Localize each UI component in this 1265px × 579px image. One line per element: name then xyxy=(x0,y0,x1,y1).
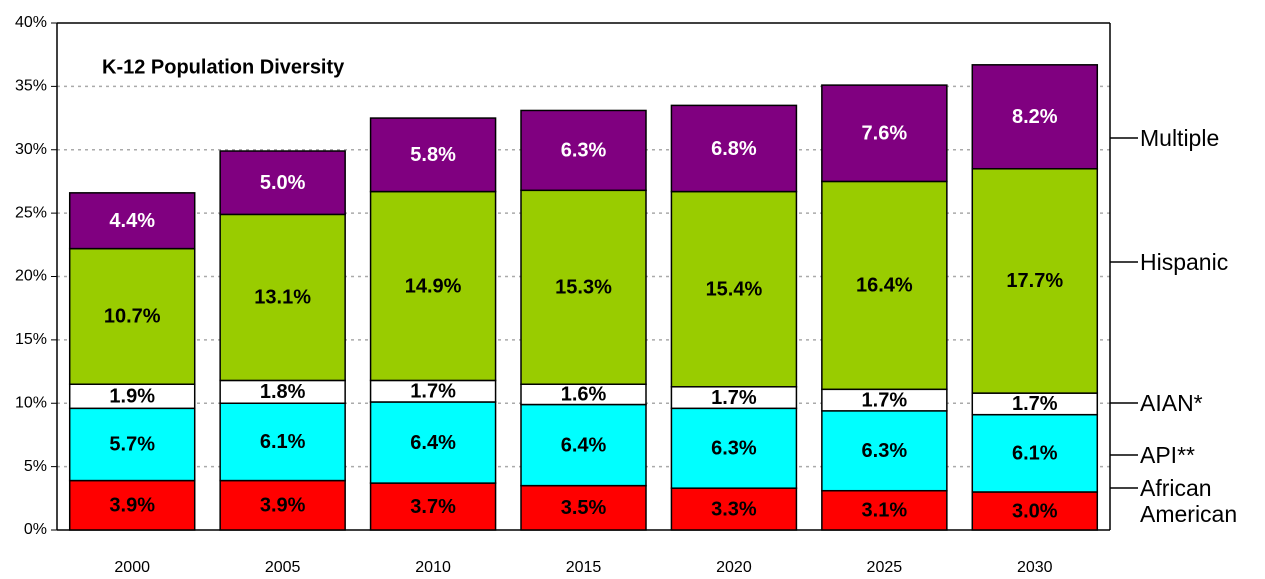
data-label: 6.3% xyxy=(561,140,607,162)
data-label: 1.7% xyxy=(410,380,456,402)
bar-segment xyxy=(219,402,346,482)
bar-segment xyxy=(670,487,798,531)
bar-segment xyxy=(219,213,346,382)
bar-segment xyxy=(68,192,196,250)
bar-segment xyxy=(971,413,1099,493)
data-label: 5.7% xyxy=(109,434,155,456)
bar-segment xyxy=(821,489,948,531)
data-label: 17.7% xyxy=(1006,270,1063,292)
y-tick-label: 0% xyxy=(24,521,47,538)
data-label: 5.0% xyxy=(260,172,306,194)
data-label: 3.0% xyxy=(1012,500,1058,522)
bar-segment xyxy=(369,482,497,531)
y-tick-label: 30% xyxy=(15,141,47,158)
bar-segment xyxy=(520,109,647,192)
data-label: 13.1% xyxy=(254,287,311,309)
bar-segment xyxy=(219,150,346,216)
data-label: 6.4% xyxy=(410,432,456,454)
data-label: 8.2% xyxy=(1012,106,1058,128)
bar-segment xyxy=(68,407,196,482)
x-tick-label: 2015 xyxy=(566,559,602,576)
y-tick-label: 10% xyxy=(15,394,47,411)
data-label: 1.6% xyxy=(561,384,607,406)
data-label: 6.3% xyxy=(711,438,757,460)
data-label: 15.4% xyxy=(706,278,763,300)
bar-segment xyxy=(821,410,948,492)
data-label: 3.9% xyxy=(260,495,306,517)
data-label: 10.7% xyxy=(104,306,161,328)
legend-label: Multiple xyxy=(1140,125,1220,151)
y-tick-label: 5% xyxy=(24,458,47,475)
bar-segment xyxy=(68,383,196,410)
data-label: 3.1% xyxy=(862,500,908,522)
data-label: 1.9% xyxy=(109,386,155,408)
bar-segment xyxy=(971,168,1099,394)
x-tick-label: 2025 xyxy=(867,559,903,576)
x-tick-label: 2020 xyxy=(716,559,752,576)
data-label: 15.3% xyxy=(555,277,612,299)
data-label: 6.1% xyxy=(1012,443,1058,465)
y-tick-label: 40% xyxy=(15,14,47,31)
bar-segment xyxy=(369,190,497,382)
x-tick-label: 2030 xyxy=(1017,559,1053,576)
bar-segment xyxy=(670,190,798,388)
y-tick-label: 35% xyxy=(15,78,47,95)
y-tick-label: 20% xyxy=(15,268,47,285)
bar-segment xyxy=(670,104,798,193)
data-label: 1.7% xyxy=(711,387,757,409)
data-label: 14.9% xyxy=(405,275,462,297)
data-label: 3.5% xyxy=(561,497,607,519)
y-tick-label: 25% xyxy=(15,204,47,221)
data-label: 1.8% xyxy=(260,381,306,403)
data-label: 7.6% xyxy=(862,123,908,145)
data-label: 16.4% xyxy=(856,275,913,297)
bar-segment xyxy=(971,64,1099,170)
data-label: 3.9% xyxy=(109,495,155,517)
legend-label: API** xyxy=(1140,442,1195,468)
bar-segment xyxy=(520,403,647,487)
data-label: 6.1% xyxy=(260,431,306,453)
legend-label: African American xyxy=(1140,475,1238,527)
legend-label: Hispanic xyxy=(1140,249,1229,275)
bar-segment xyxy=(219,479,346,531)
chart-title: K-12 Population Diversity xyxy=(102,56,345,78)
data-label: 6.4% xyxy=(561,434,607,456)
data-label: 3.3% xyxy=(711,498,757,520)
x-tick-label: 2005 xyxy=(265,559,301,576)
bar-segment xyxy=(68,479,196,531)
x-tick-label: 2000 xyxy=(114,559,150,576)
data-label: 1.7% xyxy=(1012,393,1058,415)
bar-segment xyxy=(821,84,948,183)
y-tick-label: 15% xyxy=(15,331,47,348)
data-label: 3.7% xyxy=(410,496,456,518)
data-label: 6.3% xyxy=(862,440,908,462)
bar-segment xyxy=(520,189,647,385)
bar-segment xyxy=(520,484,647,531)
x-tick-label: 2010 xyxy=(415,559,451,576)
data-label: 4.4% xyxy=(109,210,155,232)
data-label: 5.8% xyxy=(410,144,456,166)
data-label: 1.7% xyxy=(862,389,908,411)
legend-label: AIAN* xyxy=(1140,390,1203,416)
data-label: 6.8% xyxy=(711,138,757,160)
bar-segment xyxy=(68,247,196,385)
bar-segment xyxy=(369,117,497,193)
